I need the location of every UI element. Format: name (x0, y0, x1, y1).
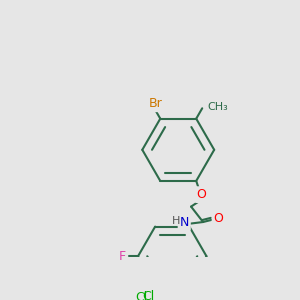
Text: Cl: Cl (135, 291, 147, 300)
Text: O: O (214, 212, 224, 225)
Text: Br: Br (148, 97, 162, 110)
Text: O: O (196, 188, 206, 201)
Text: N: N (180, 216, 189, 230)
Text: F: F (119, 250, 126, 263)
Text: H: H (172, 216, 180, 226)
Text: CH₃: CH₃ (207, 102, 228, 112)
Text: Cl: Cl (142, 290, 154, 300)
